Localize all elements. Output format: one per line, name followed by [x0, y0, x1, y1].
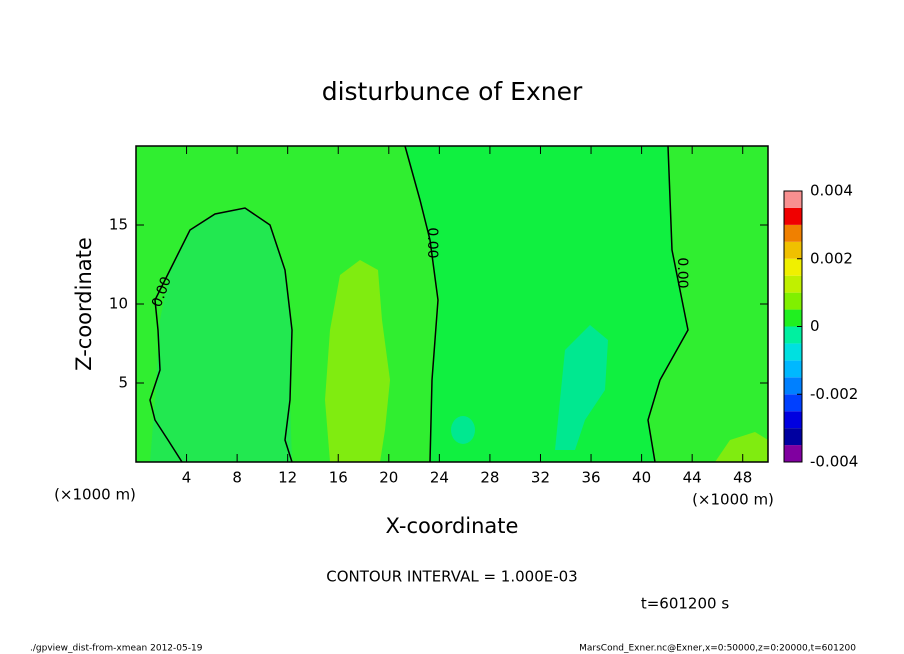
contour-label: 0.00: [674, 257, 690, 288]
contour-label: 0.00: [424, 227, 440, 258]
contours: [149, 145, 689, 463]
negative-region: [555, 325, 608, 450]
y-tick-label: 15: [109, 216, 128, 234]
colorbar-box: [784, 224, 802, 242]
colorbar-box: [784, 326, 802, 344]
plot-fill: [136, 146, 768, 462]
x-tick-label: 12: [278, 469, 297, 487]
colorbar-box: [784, 241, 802, 259]
colorbar-box: [784, 191, 802, 208]
x-tick-label: 48: [733, 469, 752, 487]
x-tick-label: 32: [531, 469, 550, 487]
colorbar-box: [784, 394, 802, 412]
colorbar-tick-label: 0.004: [810, 182, 853, 200]
colorbar-box: [784, 258, 802, 276]
x-tick-label: 28: [480, 469, 499, 487]
colorbar-tick-label: -0.002: [810, 385, 858, 403]
x-unit-label: (×1000 m): [692, 491, 774, 509]
colorbar-box: [784, 411, 802, 429]
contour-interval: CONTOUR INTERVAL = 1.000E-03: [326, 568, 577, 586]
colorbar-tick-label: 0.002: [810, 249, 853, 267]
colorbar-box: [784, 292, 802, 310]
contour-line: [647, 145, 689, 463]
colorbar-box: [784, 275, 802, 293]
y-tick-label: 10: [109, 295, 128, 313]
x-tick-label: 40: [632, 469, 651, 487]
x-axis-title: X-coordinate: [386, 514, 519, 538]
colorbar-box: [784, 207, 802, 225]
x-tick-label: 44: [683, 469, 702, 487]
colorbar-box: [784, 360, 802, 378]
x-tick-label: 20: [379, 469, 398, 487]
y-axis-title: Z-coordinate: [72, 237, 96, 371]
negative-region: [405, 146, 688, 462]
positive-region: [325, 260, 390, 462]
chart-title: disturbunce of Exner: [322, 77, 583, 106]
colorbar-tick-label: 0: [810, 317, 820, 335]
colorbar-box: [784, 428, 802, 446]
positive-region: [715, 432, 768, 462]
colorbar-box: [784, 309, 802, 327]
colorbar-tick-label: -0.004: [810, 453, 858, 471]
footer-left: ./gpview_dist-from-xmean 2012-05-19: [30, 644, 203, 654]
x-unit-label: (×1000 m): [54, 486, 136, 504]
x-tick-label: 24: [430, 469, 449, 487]
footer-right: MarsCond_Exner.nc@Exner,x=0:50000,z=0:20…: [579, 644, 856, 654]
contour-line: [404, 145, 439, 463]
y-tick-label: 5: [118, 374, 128, 392]
x-tick-label: 4: [182, 469, 192, 487]
colorbar-box: [784, 445, 802, 462]
time-label: t=601200 s: [641, 595, 729, 613]
x-tick-label: 8: [232, 469, 242, 487]
x-tick-label: 16: [329, 469, 348, 487]
negative-region: [150, 208, 292, 462]
contour-line: [149, 207, 293, 463]
negative-region: [451, 416, 475, 444]
x-tick-label: 36: [581, 469, 600, 487]
colorbar-box: [784, 377, 802, 395]
colorbar-box: [784, 343, 802, 361]
